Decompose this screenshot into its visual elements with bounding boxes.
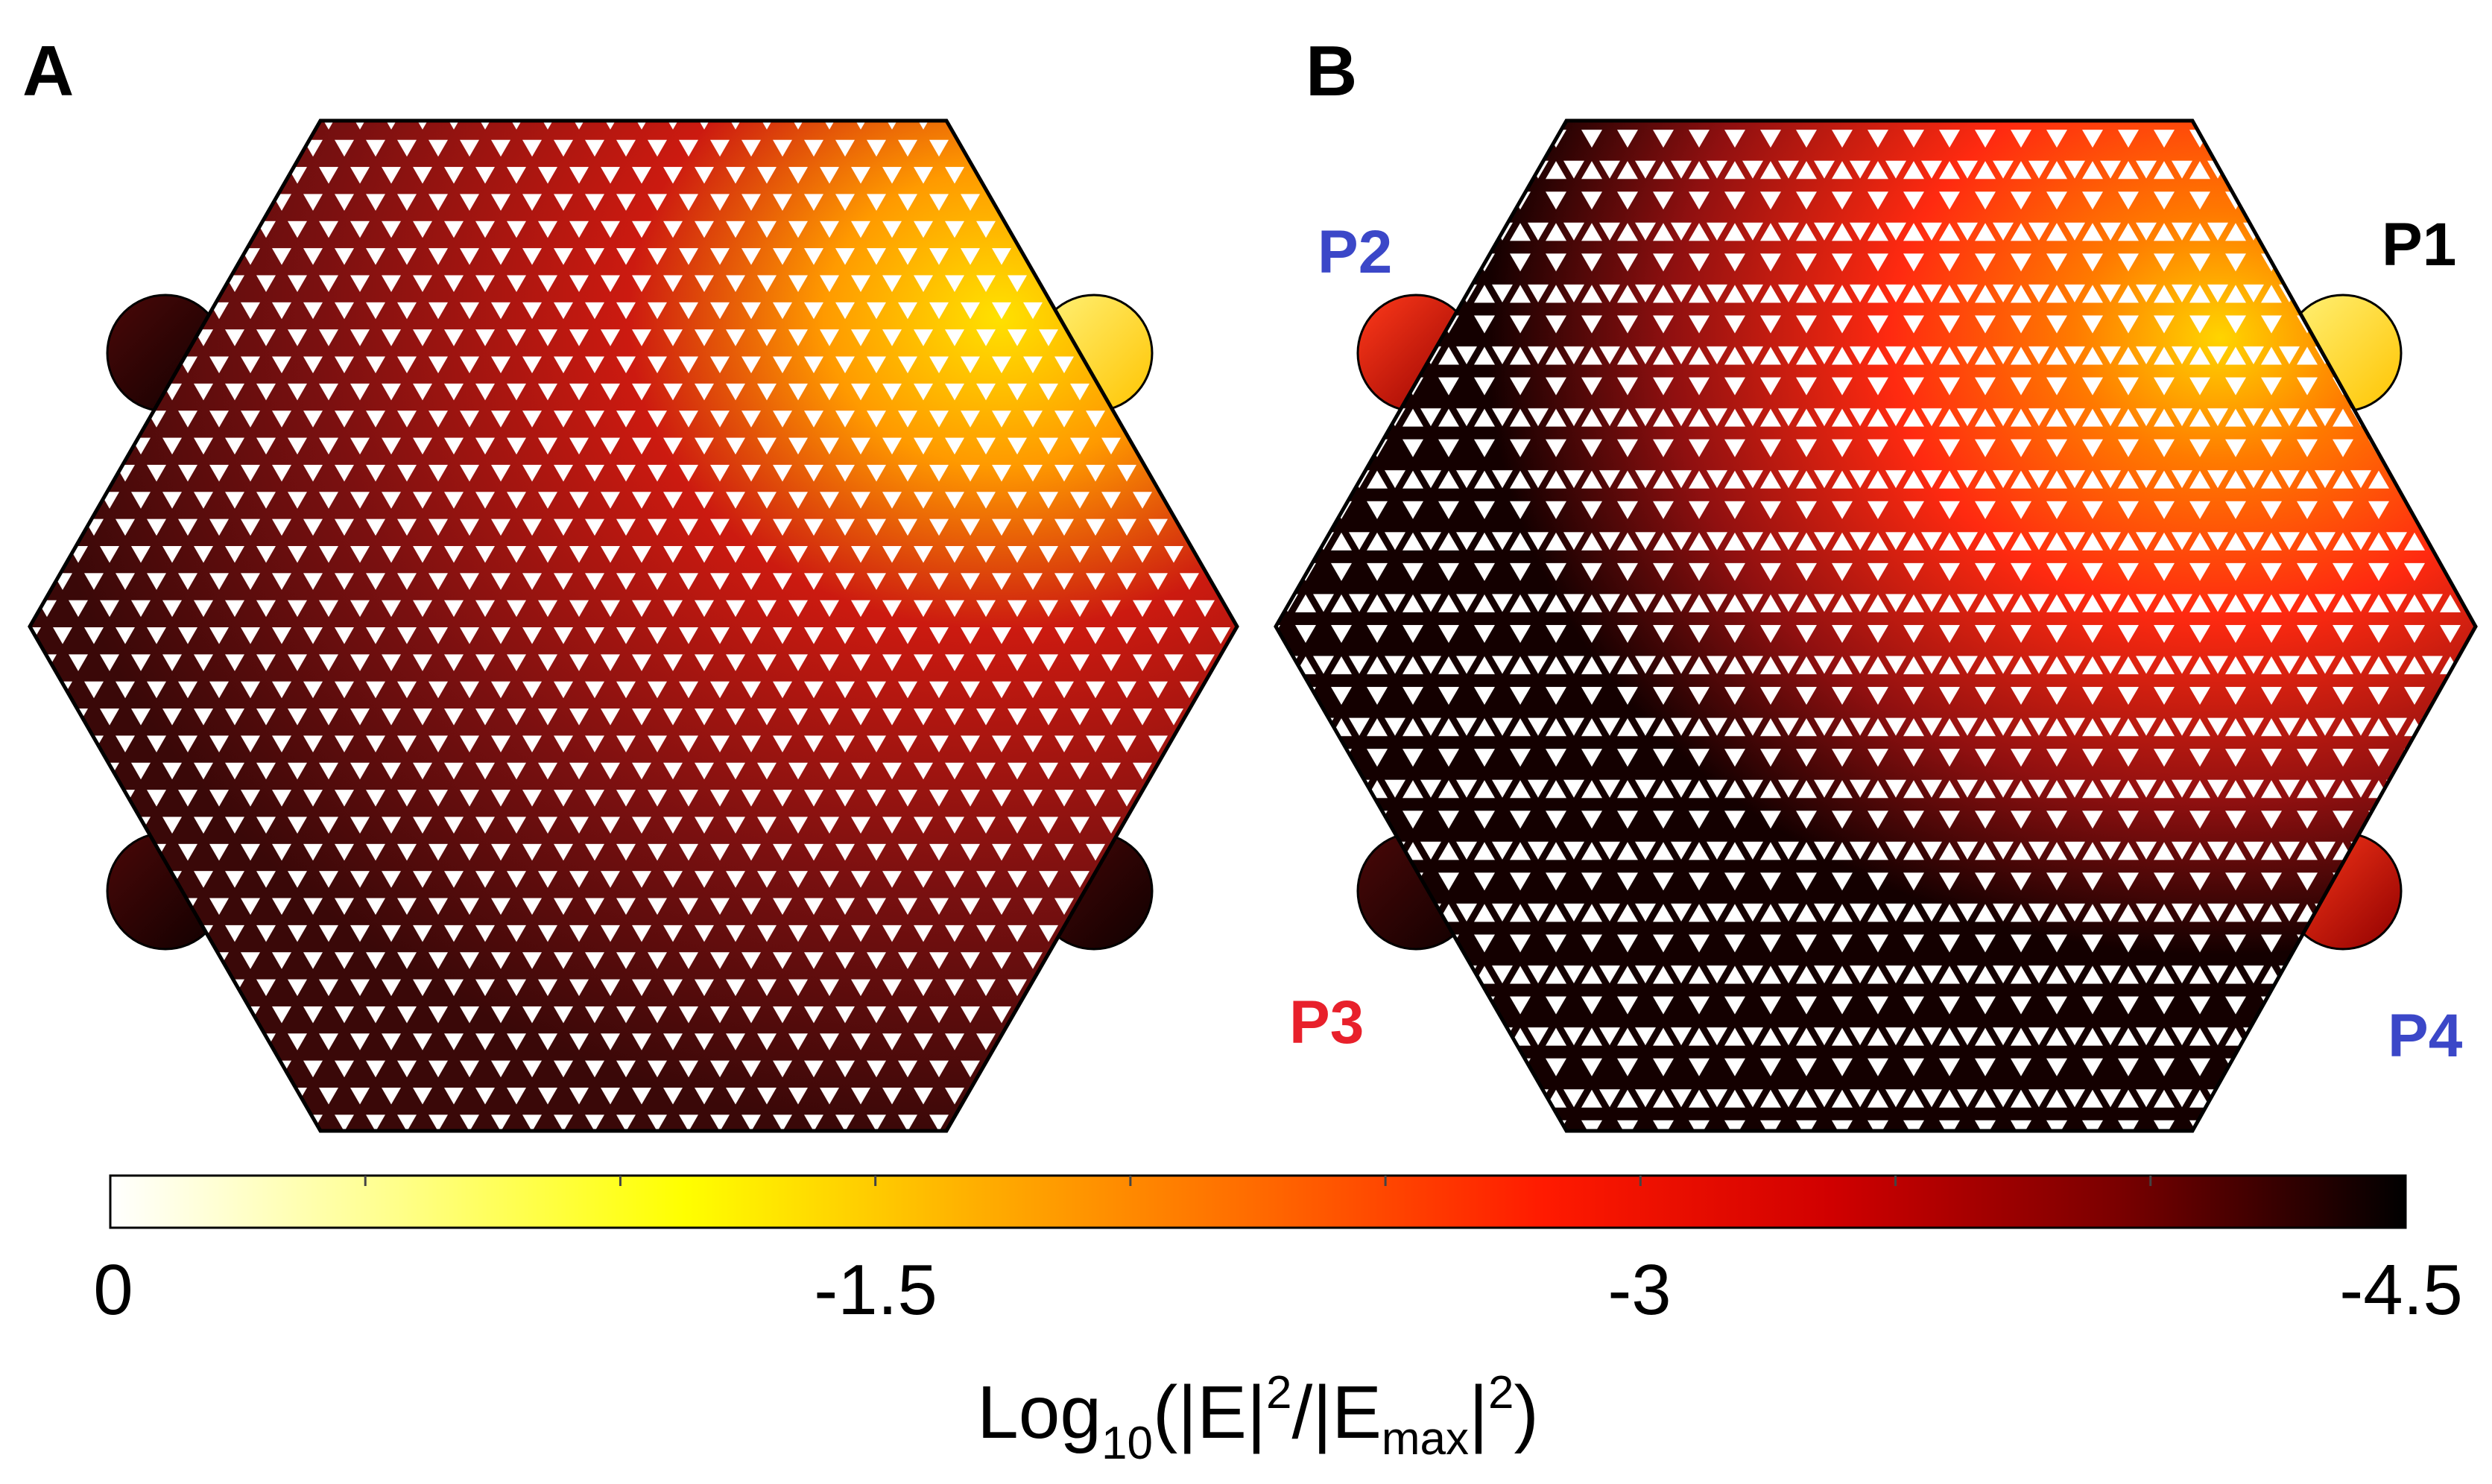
title-subscript-10: 10	[1101, 1418, 1153, 1469]
title-end: )	[1514, 1371, 1539, 1454]
title-subscript-max: max	[1382, 1413, 1469, 1465]
panel-a-hexagon-outline	[28, 118, 1239, 1133]
panel-a-lattice	[30, 121, 1237, 1131]
panel-b-hexagon-outline	[1274, 118, 2478, 1133]
title-log: Log	[977, 1371, 1101, 1454]
colorbar-title: Log10(|E|2/|Emax|2)	[977, 1367, 1539, 1469]
port-label-p1: P1	[2382, 211, 2456, 279]
colorbar: 0 -1.5 -3 -4.5 Log10(|E|2/|Emax|2)	[93, 1174, 2463, 1469]
title-mid: /|E	[1291, 1371, 1381, 1454]
colorbar-tick-label-0: 0	[93, 1250, 133, 1330]
panel-a-label: A	[22, 31, 74, 111]
panel-b-label: B	[1306, 31, 1357, 111]
title-superscript-2: 2	[1488, 1367, 1514, 1418]
port-label-p3: P3	[1289, 989, 1364, 1056]
port-label-p4: P4	[2388, 1002, 2463, 1070]
port-label-p2: P2	[1318, 218, 1392, 286]
title-open: (|E|	[1153, 1371, 1266, 1454]
panel-b-lattice	[1276, 121, 2476, 1131]
title-close-bar: |	[1469, 1371, 1488, 1454]
colorbar-tick-label-2: -3	[1607, 1250, 1671, 1330]
colorbar-tick-label-1: -1.5	[814, 1250, 937, 1330]
title-superscript-1: 2	[1266, 1367, 1291, 1418]
colorbar-tick-label-3: -4.5	[2339, 1250, 2462, 1330]
colorbar-strip	[109, 1174, 2407, 1229]
panel-a: A	[22, 31, 1239, 1133]
colorbar-tick-marks	[364, 1176, 2152, 1186]
panel-b: B P1 P2 P3 P4	[1274, 31, 2478, 1133]
